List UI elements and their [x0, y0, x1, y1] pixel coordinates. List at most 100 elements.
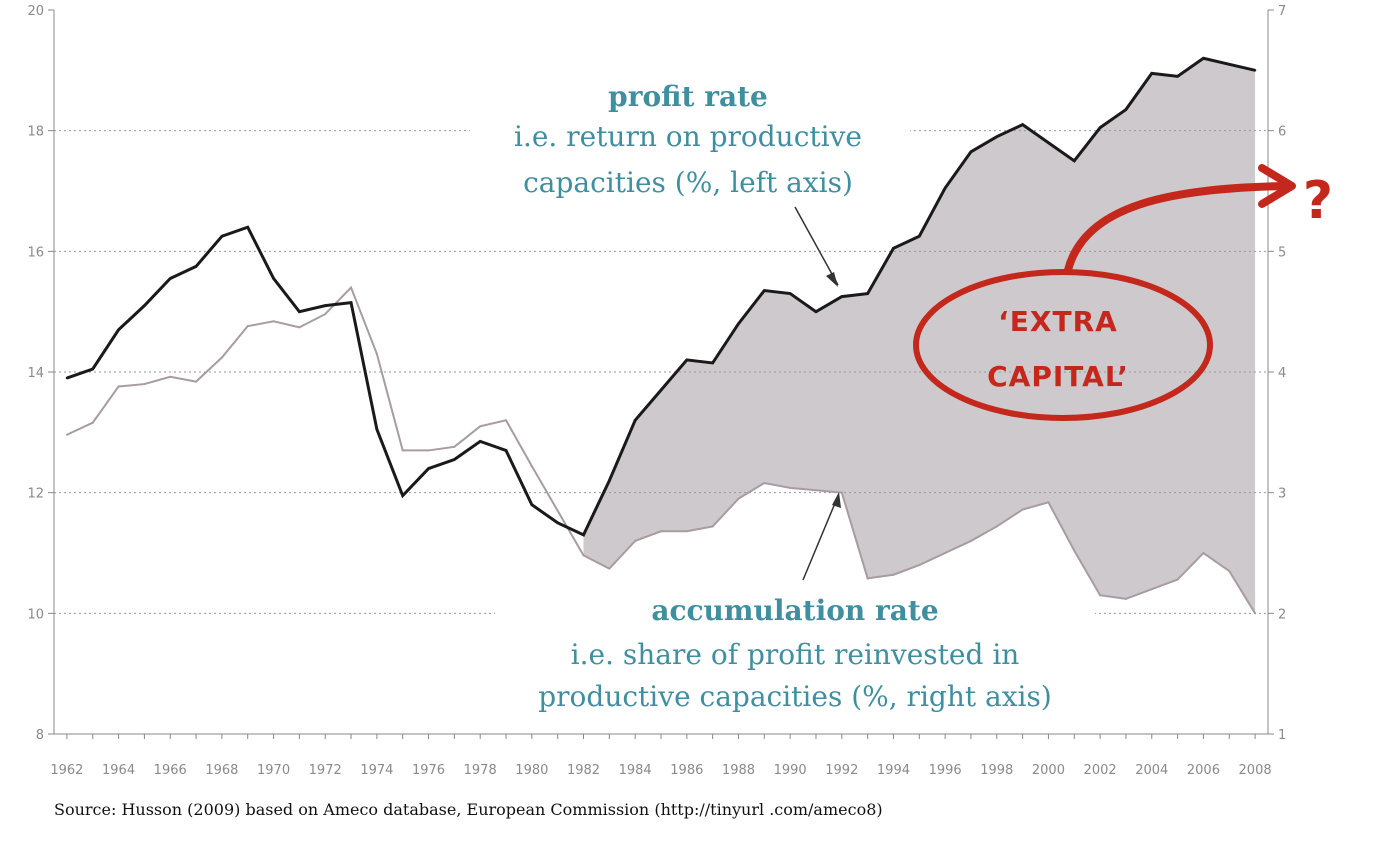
accumulation-rate-point	[763, 482, 766, 485]
profit-rate-point	[814, 310, 818, 313]
profit-rate-point	[1073, 159, 1076, 163]
profit-pointer-arrowhead	[826, 272, 838, 287]
x-tick-label: 2000	[1032, 763, 1065, 778]
profit-rate-point	[582, 533, 585, 537]
profit-rate-point	[633, 419, 637, 422]
right-tick-label: 2	[1278, 607, 1286, 622]
profit-rate-point	[1021, 123, 1024, 126]
accumulation-rate-point	[1124, 597, 1127, 600]
profit-rate-title: profit rate	[608, 80, 768, 113]
accumulation-rate-point	[995, 525, 998, 528]
profit-rate-point	[1098, 126, 1102, 129]
profit-label-backdrop	[470, 112, 910, 212]
x-tick-label: 1972	[309, 763, 342, 778]
x-tick-label: 1988	[722, 763, 755, 778]
accumulation-rate-point	[272, 320, 275, 323]
accumulation-rate-point	[660, 530, 662, 533]
profit-rate-point	[892, 247, 895, 250]
profit-rate-point	[659, 388, 663, 392]
accumulation-rate-point	[608, 567, 611, 570]
accumulation-rate-point	[685, 530, 688, 533]
source-note: Source: Husson (2009) based on Ameco dat…	[54, 800, 883, 819]
accumulation-rate-point	[91, 421, 94, 424]
x-tick-label: 1964	[102, 763, 135, 778]
profit-rate-point	[117, 328, 120, 331]
profit-rate-point	[65, 376, 69, 380]
x-tick-label: 1966	[154, 763, 187, 778]
profit-rate-point	[969, 150, 973, 153]
right-tick-label: 7	[1278, 4, 1286, 19]
profit-rate-point	[504, 449, 508, 452]
accumulation-rate-point	[1073, 549, 1076, 552]
profit-rate-point	[478, 440, 482, 443]
accumulation-rate-point	[246, 325, 249, 328]
accumulation-rate-title: accumulation rate	[651, 594, 938, 627]
accum-pointer-arrowhead	[832, 492, 841, 508]
profit-rate-point	[840, 295, 844, 298]
profit-rate-point	[1202, 57, 1205, 60]
profit-rate-point	[711, 361, 714, 365]
accumulation-rate-point	[65, 433, 68, 436]
extra-capital-label-1: ‘EXTRA	[998, 305, 1118, 338]
profit-rate-point	[246, 226, 249, 229]
extra-capital-arrow	[1064, 182, 1292, 274]
question-mark: ?	[1303, 171, 1333, 231]
x-tick-label: 2004	[1135, 763, 1168, 778]
accumulation-rate-point	[918, 564, 921, 567]
profit-rate-point	[608, 479, 611, 482]
x-tick-label: 2008	[1239, 763, 1272, 778]
profit-rate-desc-1: i.e. return on productive	[514, 120, 862, 153]
accum-label-backdrop	[495, 588, 1095, 628]
profit-rate-point	[272, 277, 275, 280]
right-tick-label: 5	[1278, 245, 1286, 260]
accumulation-rate-point	[505, 419, 508, 422]
x-tick-label: 1962	[50, 763, 83, 778]
profit-rate-point	[143, 304, 146, 307]
profit-rate-point	[943, 186, 947, 190]
accumulation-rate-point	[169, 375, 172, 378]
accumulation-rate-point	[298, 326, 301, 329]
profit-rate-point	[1150, 72, 1153, 75]
profit-rate-point	[91, 367, 94, 371]
x-tick-label: 1984	[619, 763, 652, 778]
x-tick-label: 1970	[257, 763, 290, 778]
x-tick-label: 1974	[360, 763, 393, 778]
profit-rate-point	[530, 503, 534, 506]
x-tick-label: 1994	[877, 763, 910, 778]
accumulation-rate-point	[1047, 501, 1050, 504]
accumulation-rate-desc-2: productive capacities (%, right axis)	[538, 680, 1052, 713]
left-tick-label: 20	[27, 4, 44, 19]
x-axis-ticks: 1962 1964 1966 1968 1970 1972 1974 1976 1978 1980…	[50, 734, 1272, 778]
accumulation-rate-point	[556, 509, 559, 512]
profit-rate-desc-2: capacities (%, left axis)	[523, 166, 853, 199]
right-tick-label: 6	[1278, 125, 1286, 140]
left-tick-label: 18	[27, 125, 44, 140]
left-axis-ticks: 8 10 12 14 16 18 20	[27, 4, 54, 743]
profit-rate-point	[427, 467, 430, 470]
profit-rate-point	[194, 265, 198, 268]
x-tick-label: 1992	[825, 763, 858, 778]
left-tick-label: 14	[27, 366, 44, 381]
profit-rate-point	[1176, 75, 1179, 78]
profit-rate-point	[453, 458, 456, 461]
accumulation-rate-points	[65, 286, 1257, 615]
profit-rate-points	[65, 57, 1257, 537]
x-tick-label: 1980	[515, 763, 548, 778]
accumulation-rate-point	[1150, 588, 1153, 591]
accumulation-rate-point	[1254, 612, 1257, 615]
right-axis-ticks: 1 2 3 4 5 6 7	[1268, 4, 1286, 743]
profit-rate-point	[298, 310, 301, 313]
left-tick-label: 8	[36, 728, 44, 743]
accumulation-rate-point	[350, 286, 353, 289]
accumulation-rate-point	[969, 539, 972, 542]
left-tick-label: 12	[27, 487, 44, 502]
accumulation-rate-point	[944, 552, 947, 554]
accum-pointer-line	[802, 495, 839, 581]
profit-rate-point	[1228, 63, 1231, 66]
accumulation-rate-point	[401, 449, 404, 452]
profit-rate-point	[556, 521, 559, 525]
accumulation-rate-point	[866, 577, 869, 580]
x-tick-label: 1998	[980, 763, 1013, 778]
profit-rate-point	[685, 358, 689, 362]
accumulation-rate-point	[195, 380, 198, 383]
